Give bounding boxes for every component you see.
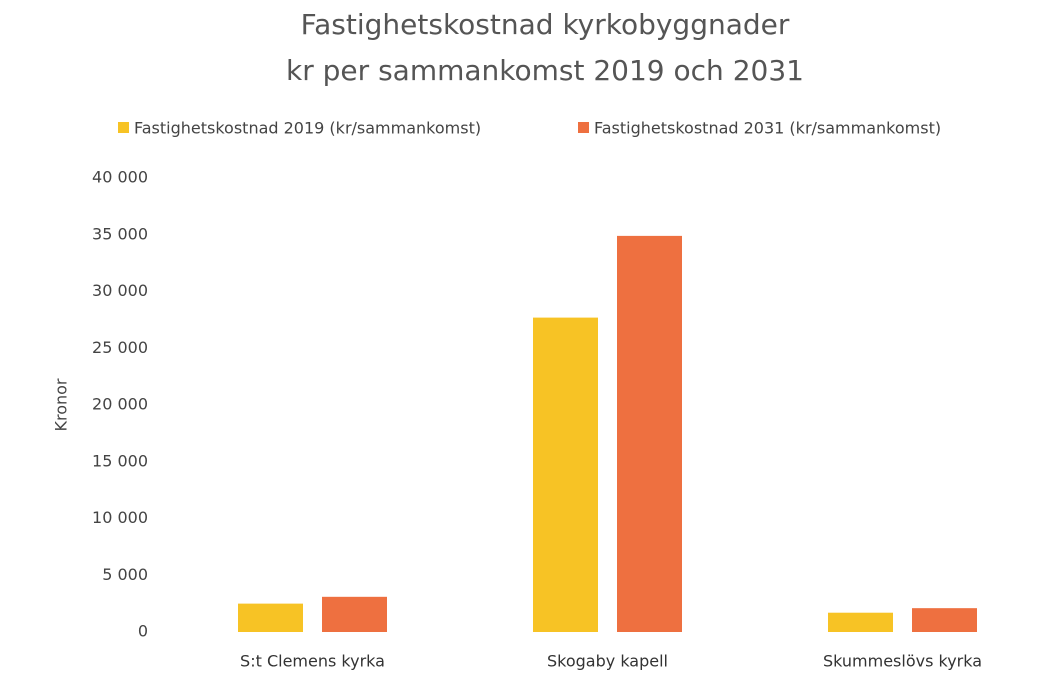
legend-label: Fastighetskostnad 2019 (kr/sammankomst) bbox=[134, 119, 481, 138]
y-tick-label: 25 000 bbox=[92, 338, 148, 357]
y-tick-label: 5 000 bbox=[102, 565, 148, 584]
bar bbox=[828, 612, 893, 632]
y-axis-label: Kronor bbox=[52, 378, 71, 431]
legend-label: Fastighetskostnad 2031 (kr/sammankomst) bbox=[594, 119, 941, 138]
y-tick-label: 0 bbox=[138, 622, 148, 641]
bar bbox=[912, 608, 977, 632]
chart-subtitle: kr per sammankomst 2019 och 2031 bbox=[286, 54, 804, 87]
bar bbox=[322, 596, 387, 632]
bar bbox=[238, 603, 303, 632]
legend-swatch bbox=[118, 122, 129, 133]
y-tick-label: 15 000 bbox=[92, 451, 148, 470]
bar bbox=[617, 235, 682, 632]
bar bbox=[533, 317, 598, 632]
y-tick-label: 10 000 bbox=[92, 508, 148, 527]
y-tick-label: 20 000 bbox=[92, 395, 148, 414]
legend-swatch bbox=[578, 122, 589, 133]
x-tick-label: S:t Clemens kyrka bbox=[240, 652, 385, 671]
x-tick-label: Skogaby kapell bbox=[547, 652, 668, 671]
chart-title: Fastighetskostnad kyrkobyggnader bbox=[301, 8, 790, 41]
x-tick-label: Skummeslövs kyrka bbox=[823, 652, 982, 671]
y-tick-label: 40 000 bbox=[92, 168, 148, 187]
y-tick-label: 35 000 bbox=[92, 224, 148, 243]
y-tick-label: 30 000 bbox=[92, 281, 148, 300]
